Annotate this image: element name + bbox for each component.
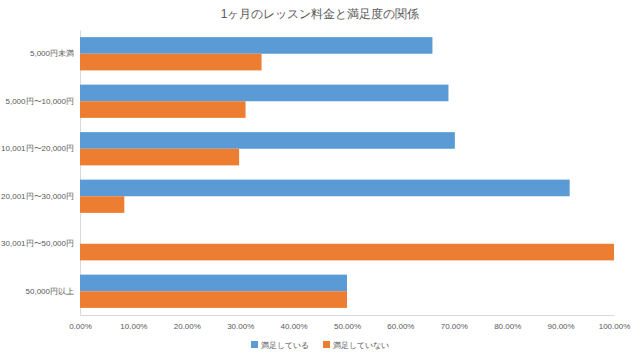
- series: [80, 54, 614, 308]
- bar: [80, 101, 246, 118]
- bar: [80, 291, 347, 308]
- x-tick: 0.00%: [69, 315, 92, 331]
- x-tick-label: 50.00%: [334, 322, 361, 331]
- x-tick: 70.00%: [441, 315, 468, 331]
- legend: 満足している 満足していない: [251, 341, 389, 350]
- y-tick: 5,000円〜10,000円: [6, 97, 81, 106]
- chart: 1ヶ月のレッスン料金と満足度の関係 0.00% 10.00% 20.00% 30.00%…: [0, 0, 640, 357]
- y-tick-label: 5,000円未満: [30, 49, 74, 58]
- y-tick-label: 50,000円以上: [26, 287, 74, 296]
- x-tick-label: 90.00%: [548, 322, 575, 331]
- bar: [80, 180, 570, 197]
- x-tick: 10.00%: [120, 315, 147, 331]
- x-tick-label: 30.00%: [227, 322, 254, 331]
- y-tick: 30,001円〜50,000円: [1, 239, 80, 248]
- bar: [80, 275, 347, 292]
- bar: [80, 132, 455, 149]
- y-axis: 5,000円未満 5,000円〜10,000円 10,001円〜20,000円 20,…: [1, 31, 80, 316]
- x-axis: 0.00% 10.00% 20.00% 30.00% 40.00% 50.00% 60.00…: [69, 315, 630, 331]
- bar: [80, 244, 614, 261]
- y-tick-label: 20,001円〜30,000円: [1, 192, 74, 201]
- y-tick: 20,001円〜30,000円: [1, 192, 80, 201]
- title: 1ヶ月のレッスン料金と満足度の関係: [221, 7, 420, 21]
- y-tick-label: 30,001円〜50,000円: [1, 239, 74, 248]
- bar: [80, 196, 124, 213]
- x-tick: 30.00%: [227, 315, 254, 331]
- y-axis-line: [80, 31, 81, 316]
- bar: [80, 149, 239, 166]
- legend-label: 満足していない: [333, 341, 389, 350]
- x-tick: 60.00%: [387, 315, 414, 331]
- x-axis-line: [81, 315, 615, 316]
- x-tick: 40.00%: [281, 315, 308, 331]
- y-tick-label: 10,001円〜20,000円: [1, 144, 74, 153]
- x-tick-label: 40.00%: [281, 322, 308, 331]
- y-tick: 10,001円〜20,000円: [1, 144, 80, 153]
- y-tick: 50,000円以上: [26, 287, 80, 296]
- legend-item: 満足している: [251, 341, 309, 350]
- x-tick: 80.00%: [494, 315, 521, 331]
- bar: [80, 54, 262, 71]
- legend-swatch: [251, 341, 258, 348]
- bars: [80, 37, 614, 308]
- x-tick: 100.00%: [599, 315, 631, 331]
- bar: [80, 85, 448, 102]
- x-tick-label: 100.00%: [599, 322, 631, 331]
- bar: [80, 37, 432, 54]
- x-tick: 90.00%: [548, 315, 575, 331]
- y-tick: 5,000円未満: [30, 49, 80, 58]
- x-tick-label: 20.00%: [174, 322, 201, 331]
- legend-swatch: [323, 341, 330, 348]
- legend-label: 満足している: [261, 341, 309, 350]
- x-tick-label: 60.00%: [387, 322, 414, 331]
- x-tick-label: 0.00%: [69, 322, 92, 331]
- x-tick-label: 80.00%: [494, 322, 521, 331]
- y-tick-label: 5,000円〜10,000円: [6, 97, 75, 106]
- legend-item: 満足していない: [323, 341, 389, 350]
- x-tick: 50.00%: [334, 315, 361, 331]
- x-tick-label: 70.00%: [441, 322, 468, 331]
- x-tick-label: 10.00%: [120, 322, 147, 331]
- x-tick: 20.00%: [174, 315, 201, 331]
- bar: [80, 227, 81, 244]
- plot: 0.00% 10.00% 20.00% 30.00% 40.00% 50.00% 60.00…: [1, 31, 630, 331]
